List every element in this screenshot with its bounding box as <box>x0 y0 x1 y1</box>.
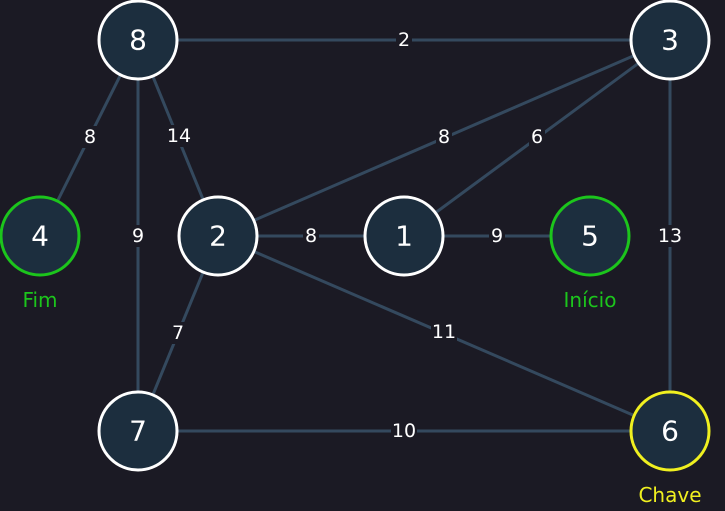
node-circle <box>363 195 445 277</box>
node-tag-end: Fim <box>22 288 57 312</box>
edge-label-background <box>391 420 417 442</box>
node-7[interactable]: 7 <box>97 390 179 472</box>
edge-label-background <box>529 126 545 148</box>
node-label: 6 <box>661 415 679 448</box>
edge-label-background <box>166 125 192 147</box>
edge-weight-8-4: 8 <box>84 126 96 148</box>
edge-weight-2-1: 8 <box>305 225 317 247</box>
edge-label-background <box>170 322 186 344</box>
edge-weight-7-6: 10 <box>392 420 416 442</box>
edge-label-background <box>130 225 146 247</box>
node-4[interactable]: 4 <box>0 195 81 277</box>
edge-labels-layer: 2 8 14 9 8 6 13 8 9 7 11 10 <box>82 29 683 442</box>
edge-weight-3-2: 8 <box>438 126 450 148</box>
edge-label-background <box>82 126 98 148</box>
node-5[interactable]: 5 <box>549 195 631 277</box>
edge-weight-3-1: 6 <box>531 126 543 148</box>
edge-weight-1-5: 9 <box>491 225 503 247</box>
nodes-layer: 8 3 4 2 1 5 7 6 <box>0 0 711 472</box>
edge-weight-8-3: 2 <box>398 29 410 51</box>
node-label: 5 <box>581 220 599 253</box>
node-tag-key: Chave <box>638 483 701 507</box>
node-circle <box>97 390 179 472</box>
edge-label-background <box>396 29 412 51</box>
edge-weight-2-7: 7 <box>172 322 184 344</box>
node-2[interactable]: 2 <box>177 195 259 277</box>
edge-label-background <box>489 225 505 247</box>
edge-label-background <box>657 225 683 247</box>
edge-weight-3-6: 13 <box>658 225 682 247</box>
edge-weight-8-2: 14 <box>167 125 191 147</box>
node-tag-start: Início <box>564 288 617 312</box>
node-label: 8 <box>129 24 147 57</box>
node-6[interactable]: 6 <box>629 390 711 472</box>
node-circle <box>629 390 711 472</box>
edge-label-background <box>436 126 452 148</box>
edge-label-background <box>303 225 319 247</box>
node-circle <box>549 195 631 277</box>
node-label: 1 <box>395 220 413 253</box>
node-circle <box>0 195 81 277</box>
edge-weight-2-6: 11 <box>432 321 456 343</box>
edge-label-background <box>431 321 457 343</box>
node-8[interactable]: 8 <box>97 0 179 81</box>
node-circle <box>629 0 711 81</box>
node-label: 2 <box>209 220 227 253</box>
node-label: 7 <box>129 415 147 448</box>
node-1[interactable]: 1 <box>363 195 445 277</box>
edge-weight-8-7: 9 <box>132 225 144 247</box>
node-circle <box>97 0 179 81</box>
node-circle <box>177 195 259 277</box>
node-3[interactable]: 3 <box>629 0 711 81</box>
tags-layer: Fim Início Chave <box>22 288 701 507</box>
node-label: 4 <box>31 220 49 253</box>
node-label: 3 <box>661 24 679 57</box>
